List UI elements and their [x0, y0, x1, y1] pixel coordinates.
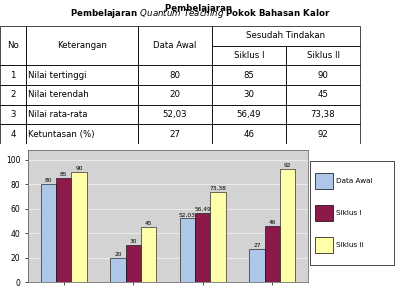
Text: 56,49: 56,49 — [237, 110, 261, 119]
Text: 30: 30 — [130, 239, 137, 245]
Bar — [126, 245, 141, 282]
Bar — [212, 65, 286, 85]
Text: Sesudah Tindakan: Sesudah Tindakan — [246, 31, 326, 40]
Text: 2: 2 — [10, 90, 16, 99]
Text: 73,38: 73,38 — [311, 110, 335, 119]
Text: 56,49: 56,49 — [194, 207, 211, 212]
Text: 85: 85 — [244, 71, 254, 79]
Bar — [286, 85, 360, 105]
Text: Pembelajaran: Pembelajaran — [165, 4, 235, 13]
Text: Nilai terendah: Nilai terendah — [28, 90, 89, 99]
Bar — [26, 105, 138, 124]
Text: 80: 80 — [170, 71, 180, 79]
Text: 4: 4 — [10, 130, 16, 139]
Bar — [0, 124, 26, 144]
Text: 73,38: 73,38 — [210, 186, 226, 191]
Bar — [212, 124, 286, 144]
Text: Siklus II: Siklus II — [336, 242, 364, 248]
Text: 46: 46 — [244, 130, 254, 139]
Text: 27: 27 — [253, 243, 261, 248]
Bar — [315, 173, 333, 189]
Text: 30: 30 — [244, 90, 254, 99]
Bar — [0, 105, 26, 124]
Bar — [26, 65, 138, 85]
Bar — [212, 26, 360, 46]
Text: Nilai tertinggi: Nilai tertinggi — [28, 71, 86, 79]
Text: 46: 46 — [269, 220, 276, 225]
Bar — [180, 218, 195, 282]
Text: 52,03: 52,03 — [163, 110, 187, 119]
Bar — [195, 213, 210, 282]
Bar — [26, 85, 138, 105]
Text: 92: 92 — [284, 163, 291, 168]
Text: 52,03: 52,03 — [179, 213, 196, 217]
Text: No: No — [7, 41, 19, 50]
Bar — [138, 85, 212, 105]
Bar — [210, 192, 226, 282]
Text: 85: 85 — [60, 172, 68, 177]
Text: 20: 20 — [170, 90, 180, 99]
Text: 20: 20 — [114, 252, 122, 257]
Bar — [71, 172, 87, 282]
Text: 92: 92 — [318, 130, 328, 139]
Text: Ketuntasan (%): Ketuntasan (%) — [28, 130, 94, 139]
Text: 3: 3 — [10, 110, 16, 119]
Bar — [141, 227, 156, 282]
Bar — [212, 105, 286, 124]
Bar — [56, 178, 71, 282]
Text: Siklus I: Siklus I — [336, 210, 362, 216]
Bar — [110, 258, 126, 282]
Bar — [26, 26, 138, 65]
Bar — [138, 105, 212, 124]
Bar — [41, 184, 56, 282]
Bar — [212, 46, 286, 65]
Text: Pembelajaran $\it{Quantum}$ $\it{Teaching}$ Pokok Bahasan Kalor: Pembelajaran $\it{Quantum}$ $\it{Teachin… — [70, 7, 330, 20]
Bar — [0, 26, 26, 65]
Bar — [315, 237, 333, 253]
Bar — [26, 124, 138, 144]
Bar — [138, 26, 212, 65]
Text: 90: 90 — [318, 71, 328, 79]
Text: Data Awal: Data Awal — [336, 178, 373, 184]
Bar — [138, 65, 212, 85]
Bar — [286, 124, 360, 144]
Bar — [249, 249, 265, 282]
Text: 80: 80 — [45, 178, 52, 183]
Bar — [286, 105, 360, 124]
Bar — [280, 169, 295, 282]
Text: Keterangan: Keterangan — [57, 41, 107, 50]
Bar — [265, 226, 280, 282]
Bar — [138, 124, 212, 144]
Bar — [0, 85, 26, 105]
Text: Nilai rata-rata: Nilai rata-rata — [28, 110, 88, 119]
Text: 45: 45 — [318, 90, 328, 99]
Bar — [212, 85, 286, 105]
Text: 27: 27 — [170, 130, 180, 139]
Text: Data Awal: Data Awal — [153, 41, 197, 50]
Text: 1: 1 — [10, 71, 16, 79]
Text: Siklus I: Siklus I — [234, 51, 264, 60]
FancyBboxPatch shape — [310, 161, 394, 265]
Bar — [315, 205, 333, 221]
Text: 45: 45 — [145, 221, 152, 226]
Bar — [286, 46, 360, 65]
Text: 90: 90 — [75, 166, 83, 171]
Bar — [286, 65, 360, 85]
Bar — [0, 65, 26, 85]
Text: Siklus II: Siklus II — [306, 51, 340, 60]
